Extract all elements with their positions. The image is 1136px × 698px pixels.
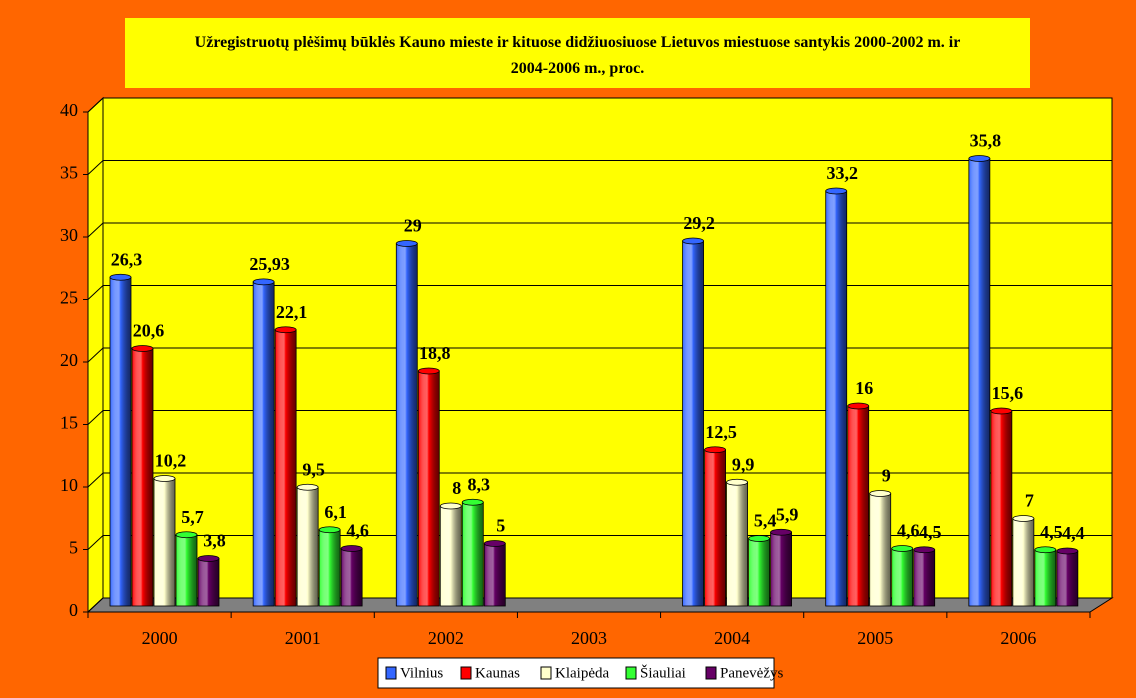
legend-swatch — [540, 666, 552, 680]
bar — [296, 486, 319, 607]
data-label: 9 — [882, 466, 891, 486]
bar — [1012, 518, 1035, 607]
data-label: 15,6 — [992, 383, 1024, 403]
legend-label: Kaunas — [475, 665, 520, 681]
data-label: 5,9 — [776, 504, 799, 524]
data-label: 26,3 — [111, 249, 143, 269]
x-tick-label: 2001 — [285, 628, 321, 648]
data-label: 20,6 — [133, 321, 165, 341]
y-tick-label: 20 — [60, 350, 78, 370]
bar — [825, 190, 848, 607]
data-label: 7 — [1025, 491, 1034, 511]
legend-swatch — [460, 666, 472, 680]
data-label: 22,1 — [276, 302, 308, 322]
data-label: 25,93 — [249, 254, 290, 274]
bar — [869, 493, 892, 607]
y-tick-label: 15 — [60, 413, 78, 433]
grid-line — [87, 472, 1112, 488]
data-label: 4,6 — [346, 521, 369, 541]
bar — [1056, 550, 1079, 607]
legend-label: Vilnius — [400, 665, 443, 681]
bar — [274, 329, 297, 607]
bar — [847, 405, 870, 607]
data-label: 10,2 — [155, 451, 187, 471]
legend-label: Šiauliai — [640, 664, 686, 681]
x-tick-label: 2002 — [428, 628, 464, 648]
bar — [990, 410, 1013, 607]
legend-label: Klaipėda — [555, 665, 609, 681]
grid-line — [87, 347, 1112, 363]
y-tick-label: 25 — [60, 288, 78, 308]
y-tick-label: 40 — [60, 100, 78, 120]
bar — [318, 529, 341, 607]
data-label: 9,9 — [732, 454, 755, 474]
data-label: 3,8 — [203, 531, 226, 551]
chart-title: Užregistruotų plėšimų būklės Kauno miest… — [125, 18, 1030, 88]
bar — [395, 243, 418, 607]
legend-swatch — [705, 666, 717, 680]
bar — [1034, 549, 1057, 607]
y-tick-label: 0 — [69, 600, 78, 620]
grid-line — [87, 222, 1112, 238]
y-tick-label: 35 — [60, 163, 78, 183]
grid-line — [87, 160, 1112, 175]
data-label: 5 — [496, 516, 505, 536]
x-tick-label: 2005 — [857, 628, 893, 648]
bar — [483, 543, 506, 607]
legend-swatch — [385, 666, 397, 680]
x-tick-label: 2000 — [142, 628, 178, 648]
x-tick-label: 2006 — [1000, 628, 1036, 648]
bar — [153, 478, 176, 607]
data-label: 29 — [404, 216, 422, 236]
data-label: 12,5 — [705, 422, 737, 442]
bar — [913, 549, 936, 607]
data-label: 8,3 — [468, 474, 491, 494]
legend-swatch — [625, 666, 637, 680]
data-label: 18,8 — [419, 343, 451, 363]
bar — [252, 281, 275, 607]
bar — [461, 501, 484, 607]
bar — [682, 240, 704, 607]
y-tick-label: 30 — [60, 225, 78, 245]
bar — [131, 348, 154, 607]
bar — [726, 481, 748, 607]
data-label: 4,5 — [919, 522, 942, 542]
x-tick-label: 2004 — [714, 628, 750, 648]
bar — [175, 534, 198, 607]
x-tick-label: 2003 — [571, 628, 607, 648]
data-label: 33,2 — [826, 163, 858, 183]
bar — [704, 449, 726, 607]
data-label: 4,5 — [1040, 522, 1063, 542]
bar — [748, 538, 770, 607]
bar — [770, 531, 792, 607]
bar — [968, 158, 991, 607]
grid-line — [87, 285, 1112, 300]
bar — [197, 558, 220, 607]
grid-line — [87, 410, 1112, 425]
y-tick-label: 5 — [69, 538, 78, 558]
bar — [891, 548, 914, 607]
bar — [340, 548, 363, 607]
data-label: 4,6 — [897, 521, 920, 541]
bar — [439, 505, 462, 607]
data-label: 9,5 — [302, 459, 325, 479]
bar — [109, 276, 132, 607]
bar — [417, 370, 440, 607]
grid-line — [87, 97, 1112, 113]
y-tick-label: 10 — [60, 475, 78, 495]
data-label: 4,4 — [1062, 523, 1085, 543]
floor — [86, 597, 1114, 613]
data-label: 35,8 — [970, 131, 1002, 151]
data-label: 6,1 — [324, 502, 347, 522]
data-label: 16 — [855, 378, 873, 398]
data-label: 29,2 — [683, 213, 715, 233]
data-label: 8 — [452, 478, 461, 498]
data-label: 5,7 — [181, 507, 204, 527]
legend-label: Panevėžys — [720, 665, 783, 681]
data-label: 5,4 — [754, 511, 777, 531]
